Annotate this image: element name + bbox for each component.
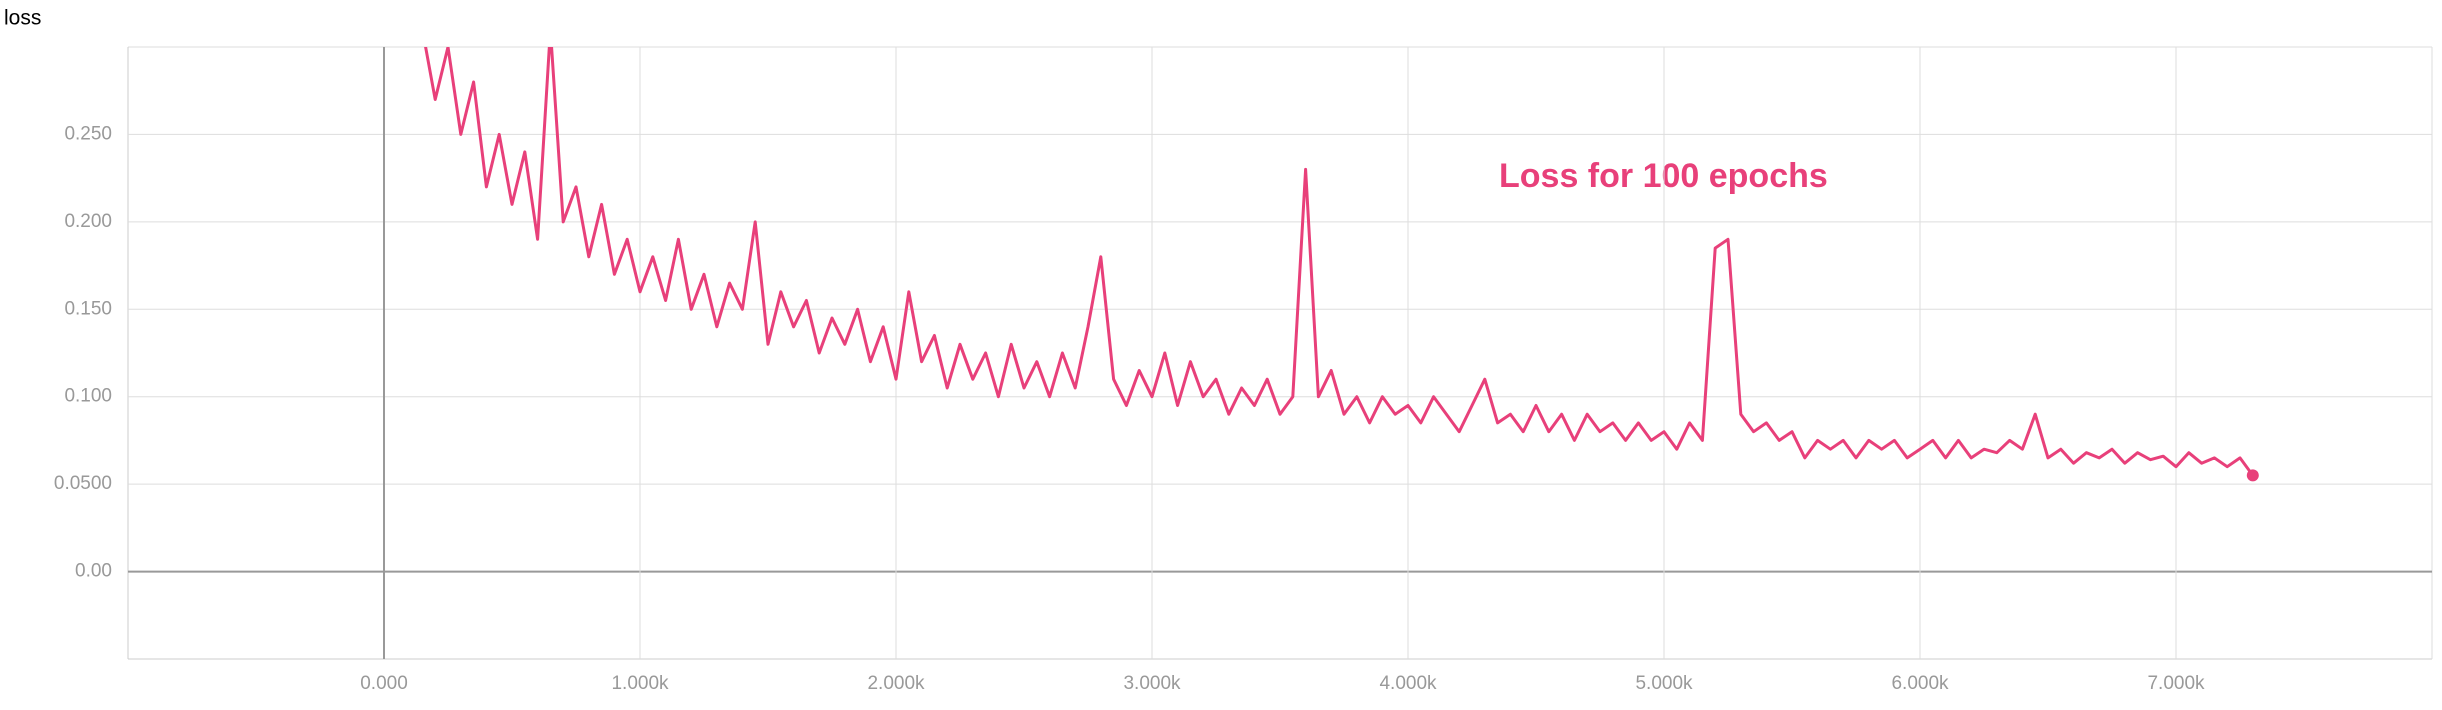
- x-tick-label: 2.000k: [867, 673, 925, 694]
- x-tick-label: 5.000k: [1635, 673, 1693, 694]
- x-tick-label: 7.000k: [2147, 673, 2205, 694]
- y-tick-label: 0.150: [64, 298, 112, 319]
- loss-line: [424, 47, 2255, 477]
- y-tick-label: 0.100: [64, 386, 112, 407]
- annotation: Loss for 100 epochs: [1499, 157, 1828, 195]
- chart-title: loss: [4, 7, 41, 30]
- y-tick-label: 0.0500: [54, 473, 112, 494]
- y-tick-label: 0.200: [64, 211, 112, 232]
- y-tick-label: 0.00: [75, 561, 112, 582]
- x-tick-label: 0.000: [360, 673, 408, 694]
- x-tick-label: 1.000k: [611, 673, 669, 694]
- y-tick-label: 0.250: [64, 123, 112, 144]
- x-tick-label: 3.000k: [1123, 673, 1181, 694]
- x-tick-label: 4.000k: [1379, 673, 1437, 694]
- end-point: [2246, 469, 2259, 482]
- x-tick-label: 6.000k: [1891, 673, 1949, 694]
